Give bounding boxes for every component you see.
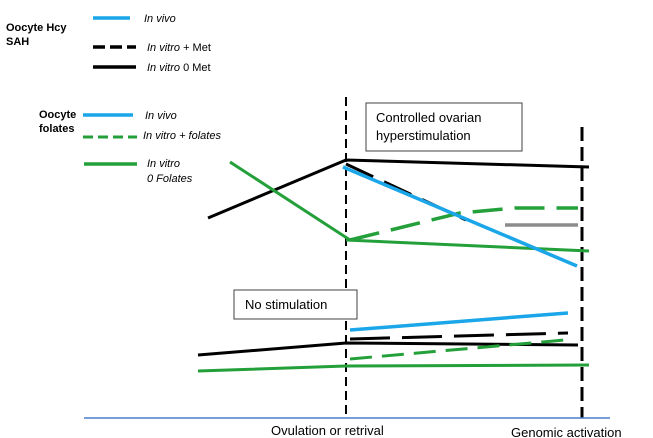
- legend-hcy: Oocyte Hcy SAH In vivo In vitro + Met In…: [6, 13, 211, 74]
- legend-hcy-title-line2: SAH: [6, 36, 29, 48]
- no-stimulation-label: No stimulation: [245, 297, 327, 312]
- nostim-in-vivo-line: [349, 311, 569, 332]
- unstimulated-trajectories: [197, 311, 590, 373]
- stim-in-vitro-0folates-pre-line: [229, 160, 351, 242]
- nostim-in-vitro-0met-line: [197, 341, 579, 357]
- legend-hcy-title-line1: Oocyte Hcy: [6, 22, 67, 34]
- controlled-ovarian-box: Controlled ovarian hyperstimulation: [365, 102, 523, 152]
- genomic-activation-axis-label: Genomic activation: [511, 425, 622, 438]
- controlled-ovarian-label-line2: hyperstimulation: [376, 128, 471, 143]
- legend-folates: Oocyte folates In vivo In vitro + folate…: [39, 109, 221, 185]
- controlled-ovarian-label-line1: Controlled ovarian: [376, 110, 482, 125]
- legend-folates-title-line1: Oocyte: [39, 109, 76, 121]
- stim-in-vitro-0folates-post-line: [345, 238, 590, 253]
- legend-hcy-in-vitro-met-label: In vitro + Met: [147, 42, 211, 54]
- nostim-in-vitro-0folates-line: [197, 363, 590, 373]
- legend-folates-in-vitro-folates-label: In vitro + folates: [143, 130, 221, 142]
- legend-folates-in-vitro-0folates-label-line1: In vitro: [147, 158, 180, 170]
- legend-hcy-in-vitro-0met-label: In vitro 0 Met: [147, 62, 211, 74]
- legend-folates-in-vitro-0folates-label-line2: 0 Folates: [147, 173, 193, 185]
- legend-folates-title-line2: folates: [39, 123, 74, 135]
- ovulation-axis-label: Ovulation or retrival: [271, 423, 384, 438]
- stimulated-trajectories: [207, 158, 590, 268]
- nostim-in-vitro-folates-line: [349, 338, 566, 361]
- nostim-in-vitro-met-line: [349, 331, 569, 341]
- legend-hcy-in-vivo-label: In vivo: [144, 13, 176, 25]
- stim-in-vitro-0met-line: [207, 158, 590, 220]
- legend-folates-in-vivo-label: In vivo: [145, 110, 177, 122]
- stim-in-vivo-line: [342, 165, 578, 268]
- no-stimulation-box: No stimulation: [233, 289, 358, 320]
- stim-in-vitro-folates-line: [349, 206, 578, 242]
